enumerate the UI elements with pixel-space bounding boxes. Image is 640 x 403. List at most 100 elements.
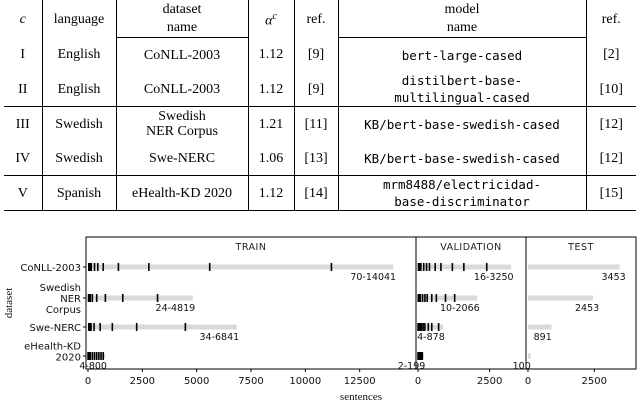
bar-mark — [421, 352, 424, 360]
table-row: V Spanish eHealth-KD 2020 1.12 [14] mrm8488/e… — [4, 175, 636, 211]
bar — [528, 295, 594, 301]
cell-alpha-line: 1.12 — [258, 81, 284, 97]
bar-label: 70-14041 — [350, 272, 396, 283]
cell-model: distilbert-base-multilingual-cased — [338, 72, 586, 107]
bar-mark — [111, 323, 114, 331]
cell-alpha-line: 1.21 — [258, 116, 284, 132]
cell-alpha: 1.12 — [248, 175, 294, 211]
panel-title: VALIDATION — [440, 242, 502, 253]
cell-dataset-line: Swedish — [158, 109, 206, 124]
category-label: Swe-NERC — [29, 323, 81, 334]
header-model-name: name — [338, 18, 586, 38]
bar-mark — [104, 294, 107, 302]
cell-c-line: III — [15, 116, 30, 132]
x-tick-label: 0 — [85, 376, 91, 387]
cell-language: Swedish — [42, 141, 116, 176]
header-ref: ref. — [293, 0, 339, 38]
cell-alpha: 1.06 — [248, 141, 294, 176]
x-tick-label: 0 — [415, 376, 421, 387]
bar — [418, 324, 444, 330]
bar-start-mark — [88, 263, 91, 271]
cell-model-ref-line: [12] — [599, 150, 623, 166]
header-alpha: αc — [265, 11, 277, 30]
bar-mark — [148, 263, 150, 271]
category-label: NER — [60, 294, 81, 305]
cell-model: mrm8488/electricidad-base-discriminator — [338, 175, 586, 211]
cell-ref: [13] — [293, 141, 339, 176]
cell-model-ref: [2] — [585, 37, 636, 72]
bar — [528, 264, 620, 270]
bar-label: 10-2066 — [440, 303, 480, 314]
bar-mark — [100, 352, 102, 360]
sentence-distribution-chart: TRAIN 70-14041 24-4819 34-6841 4-800 0 2500 500… — [3, 236, 637, 403]
category-label: eHealth-KD — [24, 342, 81, 353]
cell-language-line: English — [57, 81, 101, 97]
y-axis-title: dataset — [3, 288, 15, 319]
bar-start-mark — [88, 323, 91, 331]
bar — [418, 295, 478, 301]
header-dataset-name: name — [115, 18, 249, 38]
bar — [88, 264, 394, 270]
bar-mark — [425, 263, 428, 271]
header-model: model — [444, 2, 480, 17]
cell-ref-line: [9] — [307, 81, 325, 97]
bar — [88, 324, 237, 330]
cell-language-line: Swedish — [55, 150, 103, 166]
bar-label: 16-3250 — [474, 272, 514, 283]
bar — [88, 295, 193, 301]
header-c: c — [4, 0, 43, 38]
header-dataset: dataset — [115, 0, 249, 18]
cell-model-line: KB/bert-base-swedish-cased — [364, 116, 560, 132]
cell-c-line: V — [17, 185, 28, 201]
bar-mark — [424, 294, 426, 302]
cell-model-ref-line: [10] — [599, 81, 623, 97]
x-tick-label: 7500 — [238, 376, 263, 387]
bar-mark — [428, 263, 431, 271]
bar-mark — [434, 263, 436, 271]
cell-ref: [14] — [293, 175, 339, 211]
cell-dataset-line: NER Corpus — [146, 124, 218, 139]
cell-alpha-line: 1.12 — [258, 47, 284, 63]
bar-mark — [422, 323, 424, 331]
bar-mark — [463, 263, 465, 271]
panel-title: TRAIN — [235, 242, 267, 253]
cell-model: KB/bert-base-swedish-cased — [338, 107, 586, 142]
cell-model-line: distilbert-base- — [401, 73, 523, 88]
x-tick-label: 10000 — [289, 376, 321, 387]
bar-label: 4-800 — [79, 361, 107, 372]
bar-mark — [420, 323, 423, 331]
cell-model: bert-large-cased — [338, 38, 586, 73]
cell-alpha-line: 1.12 — [258, 185, 284, 201]
bar-mark — [426, 294, 428, 302]
cell-dataset: CoNLL-2003 — [115, 37, 249, 72]
bar-mark — [444, 294, 447, 302]
bar-label: 100 — [513, 361, 531, 372]
header-language: language — [53, 11, 105, 27]
cell-model-ref: [12] — [585, 141, 636, 176]
cell-ref: [9] — [293, 37, 339, 72]
cell-c: III — [4, 106, 43, 141]
cell-model-ref: [12] — [585, 106, 636, 141]
cell-model: KB/bert-base-swedish-cased — [338, 141, 586, 176]
cell-language-line: English — [57, 47, 101, 63]
cell-language-line: Swedish — [55, 116, 103, 132]
x-tick-label: 0 — [525, 376, 531, 387]
bar-mark — [451, 263, 454, 271]
bar-label: 891 — [534, 332, 552, 343]
cell-dataset-line: CoNLL-2003 — [143, 81, 221, 97]
cell-model-ref-line: [2] — [603, 47, 620, 63]
table-row: I English CoNLL-2003 1.12 [9] bert-large-case… — [4, 37, 636, 73]
panel-title: TEST — [567, 242, 594, 253]
table-body: I English CoNLL-2003 1.12 [9] bert-large-case… — [4, 37, 636, 211]
bar-mark — [440, 263, 442, 271]
bar-mark — [430, 323, 433, 331]
cell-alpha: 1.21 — [248, 107, 294, 142]
x-tick-label: 2500 — [477, 376, 502, 387]
bar-mark — [421, 294, 424, 302]
cell-ref-line: [11] — [304, 116, 328, 132]
cell-c: IV — [4, 141, 43, 176]
table-row: IV Swedish Swe-NERC 1.06 [13] KB/bert-base-sw… — [4, 141, 636, 176]
bar-start-mark — [88, 294, 91, 302]
cell-c: II — [4, 72, 43, 107]
